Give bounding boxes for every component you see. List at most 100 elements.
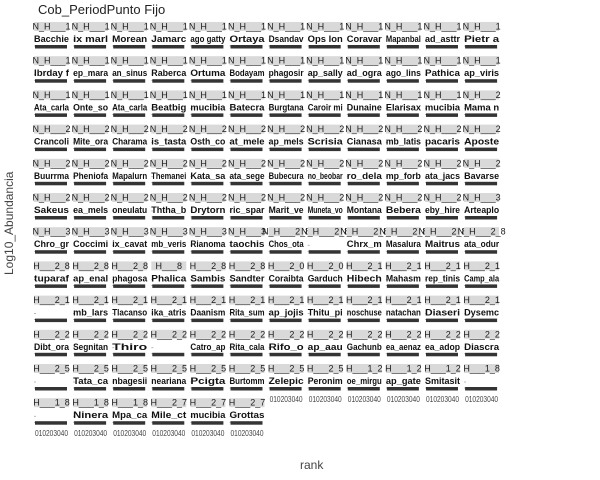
facet-strip [346, 22, 382, 31]
species-label: Diascra [464, 342, 500, 352]
data-points [308, 79, 341, 83]
data-points [113, 45, 146, 49]
facet-strip-label: H___2_2 [72, 329, 109, 339]
facet-strip [112, 329, 148, 339]
facet-strip-label: N_H___2 [72, 158, 110, 168]
species-label: Mapalurn [112, 171, 147, 181]
species-label: Ortuma [190, 68, 226, 78]
facet-strip-label: N_H___1 [345, 56, 383, 66]
data-points [308, 352, 341, 357]
facet-strip-label: H___1_2 [424, 364, 461, 374]
species-label: Chos_ota [269, 239, 305, 249]
facet-strip [151, 295, 187, 305]
facet-panel: N_H___1 Onte_so [72, 90, 110, 117]
facet-strip-label: N_H___2 [384, 124, 422, 134]
facet-strip-label: H___1_2 [385, 364, 422, 374]
data-points [347, 387, 380, 391]
data-points [308, 181, 341, 186]
species-label: Daanism [190, 308, 225, 318]
facet-strip-label: H___1_8 [111, 398, 148, 408]
species-label: Peronim [308, 376, 343, 386]
data-points [113, 387, 146, 391]
facet-panel: N_H___2 ap_mels [267, 124, 305, 152]
species-label: Ortaya [230, 34, 266, 44]
data-points [230, 387, 263, 391]
facet-panel: N_H___1 Mapanbal [384, 22, 422, 49]
facet-strip [34, 90, 69, 100]
data-points [347, 284, 380, 288]
facet-panel: H___2_2 Segnitan [72, 329, 109, 357]
facet-panel: H___1_8 Mpa_ca [111, 398, 148, 425]
facet-strip-label: N_H___2 [150, 158, 188, 168]
facet-strip-label: H___2_7 [229, 398, 266, 408]
data-points [347, 250, 380, 254]
facet-panel: H___2_5 Pcigta [190, 364, 227, 391]
facet-strip [346, 364, 382, 373]
data-points [35, 421, 67, 425]
species-label: Ops lon [308, 34, 343, 44]
facet-strip-label: H___2_5 [111, 364, 148, 374]
facet-panel: N_H___1 Burgtana [267, 90, 305, 117]
facet-panel: N_H___2 Cianasa [345, 124, 383, 152]
data-points [347, 216, 380, 220]
facet-panel: H___2_0 Coraibta [268, 261, 305, 288]
data-points [35, 216, 67, 220]
data-points [426, 352, 458, 357]
facet-strip [307, 261, 343, 271]
data-points [152, 79, 185, 83]
facet-strip [34, 398, 69, 408]
data-points [191, 79, 224, 83]
species-label: mb_lars [73, 308, 108, 318]
data-points [230, 147, 263, 152]
facet-strip [229, 261, 265, 271]
facet-strip-label: H___2_5 [307, 364, 344, 374]
species-label: at_mele [230, 137, 265, 147]
data-points [426, 45, 458, 49]
facet-panel: H___2_1 Mahasm [385, 261, 422, 288]
data-points [152, 147, 185, 152]
facet-strip-label: N_H___3 [111, 227, 149, 237]
facet-strip [73, 398, 109, 408]
data-points [191, 181, 224, 186]
data-points [308, 147, 341, 152]
species-label: Bavarse [464, 171, 499, 181]
facet-strip-label: H___1_8 [72, 398, 109, 408]
facet-panel: H___2_2 Rita_cala [229, 329, 265, 357]
data-points [426, 318, 458, 323]
facet-strip [73, 193, 109, 202]
facet-strip-label: H___2_2 [307, 329, 344, 339]
facet-strip [73, 22, 109, 31]
facet-strip [385, 124, 421, 134]
facet-panel: N_H___1 an_sinus [111, 56, 149, 83]
data-points [308, 318, 341, 323]
data-points [426, 387, 458, 391]
facet-panel: H___1_2 oe_mirgu [346, 364, 383, 391]
species-label: Mite_ora [73, 137, 109, 147]
facet-strip-label: N_H___2 [384, 158, 422, 168]
species-label: rep_tinis [425, 273, 460, 283]
facet-panel: N_H___1 ap_viris [463, 56, 501, 83]
data-points [35, 352, 67, 357]
facet-strip-label: H___2_1 [33, 295, 70, 305]
species-label: ap_aau [308, 342, 343, 352]
facet-strip-label: N_H___1 [72, 22, 110, 32]
data-points [152, 352, 185, 357]
data-points [113, 181, 146, 186]
facet-strip-label: H___2_5 [72, 364, 109, 374]
facet-strip [190, 364, 226, 373]
facet-strip [34, 158, 69, 168]
species-label: Osth_co [190, 137, 225, 147]
species-label: Sakeus [34, 205, 69, 215]
species-label: Thitu_pi [308, 308, 343, 318]
species-label: Morean [112, 34, 147, 44]
data-points [35, 147, 67, 152]
facet-strip-label: N_H___1 [32, 22, 70, 32]
facet-strip [151, 22, 187, 31]
species-label: ix marl [73, 34, 108, 44]
data-points [465, 113, 498, 117]
data-points [152, 421, 185, 425]
